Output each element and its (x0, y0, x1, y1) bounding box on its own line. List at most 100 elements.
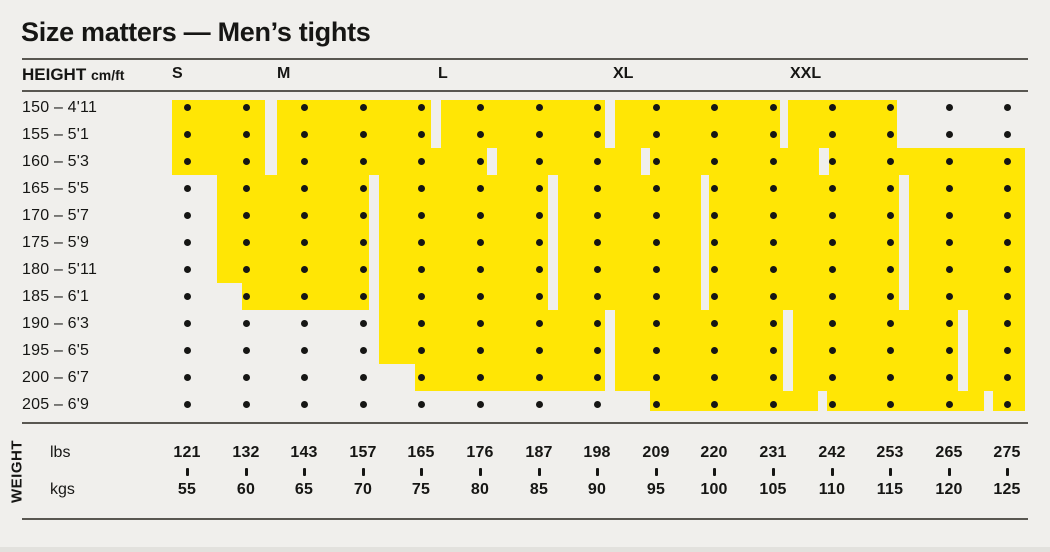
grid-dot (828, 374, 836, 381)
weight-kgs-value: 125 (993, 481, 1021, 498)
grid-dot (300, 374, 308, 381)
grid-dot (1003, 212, 1011, 219)
grid-dot (886, 158, 894, 165)
grid-dot (535, 104, 543, 111)
grid-dot (593, 374, 601, 381)
grid-dot (769, 374, 777, 381)
grid-dot (828, 266, 836, 273)
grid-dot (769, 131, 777, 138)
size-label-s: S (172, 65, 183, 82)
size-band-segment (615, 364, 783, 391)
size-band-segment (217, 256, 369, 283)
grid-dot (359, 158, 367, 165)
grid-dot (886, 347, 894, 354)
size-band-segment (793, 310, 958, 337)
height-row-label: 205 – 6'9 (22, 396, 90, 413)
grid-dot (886, 293, 894, 300)
size-band-segment (968, 337, 1025, 364)
weight-tick (244, 468, 248, 476)
height-unit-label: cm/ft (90, 67, 125, 83)
grid-dot (945, 239, 953, 246)
grid-dot (535, 320, 543, 327)
weight-kgs-value: 110 (818, 481, 846, 498)
grid-dot (710, 401, 718, 408)
weight-kgs-value: 105 (759, 481, 787, 498)
size-label-l: L (438, 65, 448, 82)
grid-dot (417, 293, 425, 300)
weight-lbs-value: 209 (642, 444, 670, 461)
size-band-segment (379, 175, 548, 202)
grid-dot (300, 266, 308, 273)
grid-dot (828, 293, 836, 300)
size-band-segment (558, 175, 701, 202)
size-band-segment (615, 100, 780, 121)
weight-tick (947, 468, 951, 476)
size-band-segment (379, 256, 548, 283)
grid-dot (242, 239, 250, 246)
grid-dot (535, 293, 543, 300)
size-band-segment (277, 148, 487, 175)
height-row-label: 175 – 5'9 (22, 234, 90, 251)
grid-dot (769, 401, 777, 408)
grid-dot (886, 131, 894, 138)
size-band-segment (172, 100, 265, 121)
grid-dot (183, 185, 191, 192)
height-row-label: 155 – 5'1 (22, 126, 90, 143)
grid-dot (828, 347, 836, 354)
grid-dot (183, 104, 191, 111)
grid-dot (886, 401, 894, 408)
grid-dot (359, 401, 367, 408)
grid-dot (476, 185, 484, 192)
weight-tick (830, 468, 834, 476)
header-rule-bottom (22, 90, 1028, 92)
size-band-segment (793, 364, 958, 391)
size-band-segment (379, 310, 605, 337)
grid-dot (417, 401, 425, 408)
grid-dot (710, 293, 718, 300)
grid-dot (828, 131, 836, 138)
lbs-unit-label: lbs (50, 444, 71, 461)
grid-dot (535, 158, 543, 165)
grid-dot (828, 104, 836, 111)
grid-dot (652, 347, 660, 354)
size-band-segment (277, 100, 431, 121)
grid-dot (359, 131, 367, 138)
grid-dot (710, 185, 718, 192)
grid-dot (476, 239, 484, 246)
grid-dot (945, 320, 953, 327)
weight-kgs-value: 75 (411, 481, 431, 498)
grid-dot (476, 104, 484, 111)
weight-tick (419, 468, 423, 476)
grid-dot (945, 401, 953, 408)
grid-dot (359, 293, 367, 300)
grid-dot (710, 374, 718, 381)
grid-dot (945, 185, 953, 192)
grid-dot (476, 158, 484, 165)
grid-dot (242, 401, 250, 408)
grid-dot (417, 104, 425, 111)
grid-dot (476, 374, 484, 381)
grid-dot (476, 320, 484, 327)
grid-dot (710, 347, 718, 354)
size-band-segment (217, 175, 369, 202)
grid-dot (710, 239, 718, 246)
size-band-segment (217, 202, 369, 229)
grid-dot (359, 347, 367, 354)
grid-dot (769, 104, 777, 111)
grid-dot (769, 212, 777, 219)
weight-tick (654, 468, 658, 476)
size-band-segment (709, 202, 899, 229)
height-row-label: 160 – 5'3 (22, 153, 90, 170)
grid-dot (417, 212, 425, 219)
grid-dot (945, 347, 953, 354)
grid-dot (593, 185, 601, 192)
height-row-label: 185 – 6'1 (22, 288, 90, 305)
grid-dot (886, 212, 894, 219)
weight-kgs-value: 55 (177, 481, 197, 498)
grid-dot (242, 347, 250, 354)
weight-lbs-value: 231 (759, 444, 787, 461)
grid-dot (359, 320, 367, 327)
grid-dot (1003, 239, 1011, 246)
grid-dot (769, 293, 777, 300)
